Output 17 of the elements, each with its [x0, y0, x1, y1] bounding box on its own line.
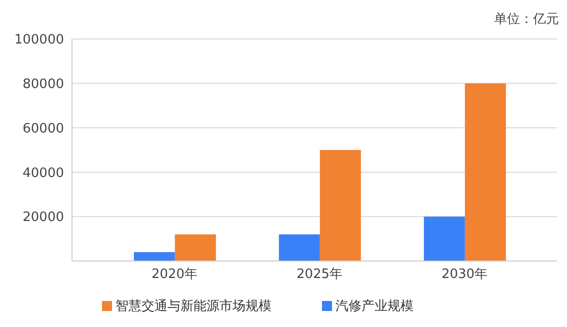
bar [134, 252, 175, 261]
bar [174, 234, 216, 261]
x-tick-label: 2030年 [441, 267, 488, 282]
text: 单位：亿元 [494, 11, 559, 28]
bar [464, 83, 506, 261]
y-tick-label: 20000 [22, 210, 64, 226]
legend-label: 智慧交通与新能源市场规模 [116, 299, 272, 314]
x-tick-label: 2020年 [151, 267, 198, 282]
y-tick-label: 60000 [22, 121, 64, 136]
x-tick-label: 2025年 [296, 267, 343, 282]
bar [320, 150, 361, 261]
y-tick-label: 40000 [22, 166, 64, 181]
y-tick-label: 100000 [14, 32, 64, 48]
legend-label: 汽修产业规模 [336, 299, 414, 314]
bar [278, 234, 320, 261]
y-tick-label: 80000 [22, 77, 64, 92]
bar [424, 216, 465, 261]
